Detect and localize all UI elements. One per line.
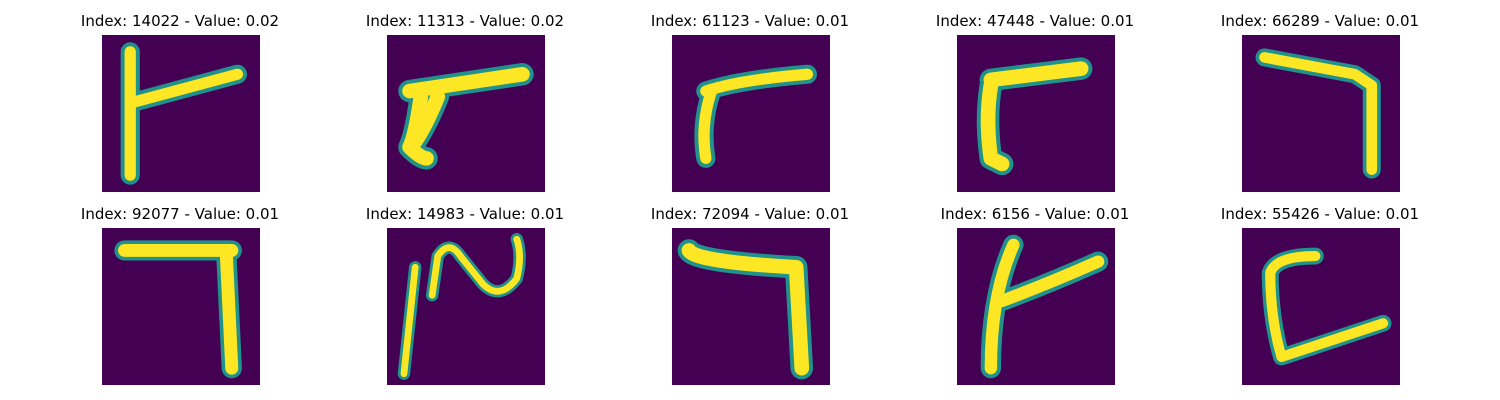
panel-title: Index: 55426 - Value: 0.01 [1220,205,1420,223]
panel-title: Index: 61123 - Value: 0.01 [650,12,850,30]
panel-title: Index: 14022 - Value: 0.02 [80,12,280,30]
panel-title: Index: 92077 - Value: 0.01 [80,205,280,223]
digit-image [957,228,1115,385]
panel-title: Index: 6156 - Value: 0.01 [940,205,1130,223]
digit-image [957,35,1115,192]
digit-image [387,35,545,192]
digit-image [1242,228,1400,385]
panel-title: Index: 66289 - Value: 0.01 [1220,12,1420,30]
panel-title: Index: 11313 - Value: 0.02 [365,12,565,30]
panel-title: Index: 14983 - Value: 0.01 [365,205,565,223]
panel-title: Index: 47448 - Value: 0.01 [935,12,1135,30]
digit-image [672,35,830,192]
digit-image [102,35,260,192]
panel-title: Index: 72094 - Value: 0.01 [650,205,850,223]
digit-image [102,228,260,385]
digit-image [672,228,830,385]
digit-image [1242,35,1400,192]
digit-image [387,228,545,385]
